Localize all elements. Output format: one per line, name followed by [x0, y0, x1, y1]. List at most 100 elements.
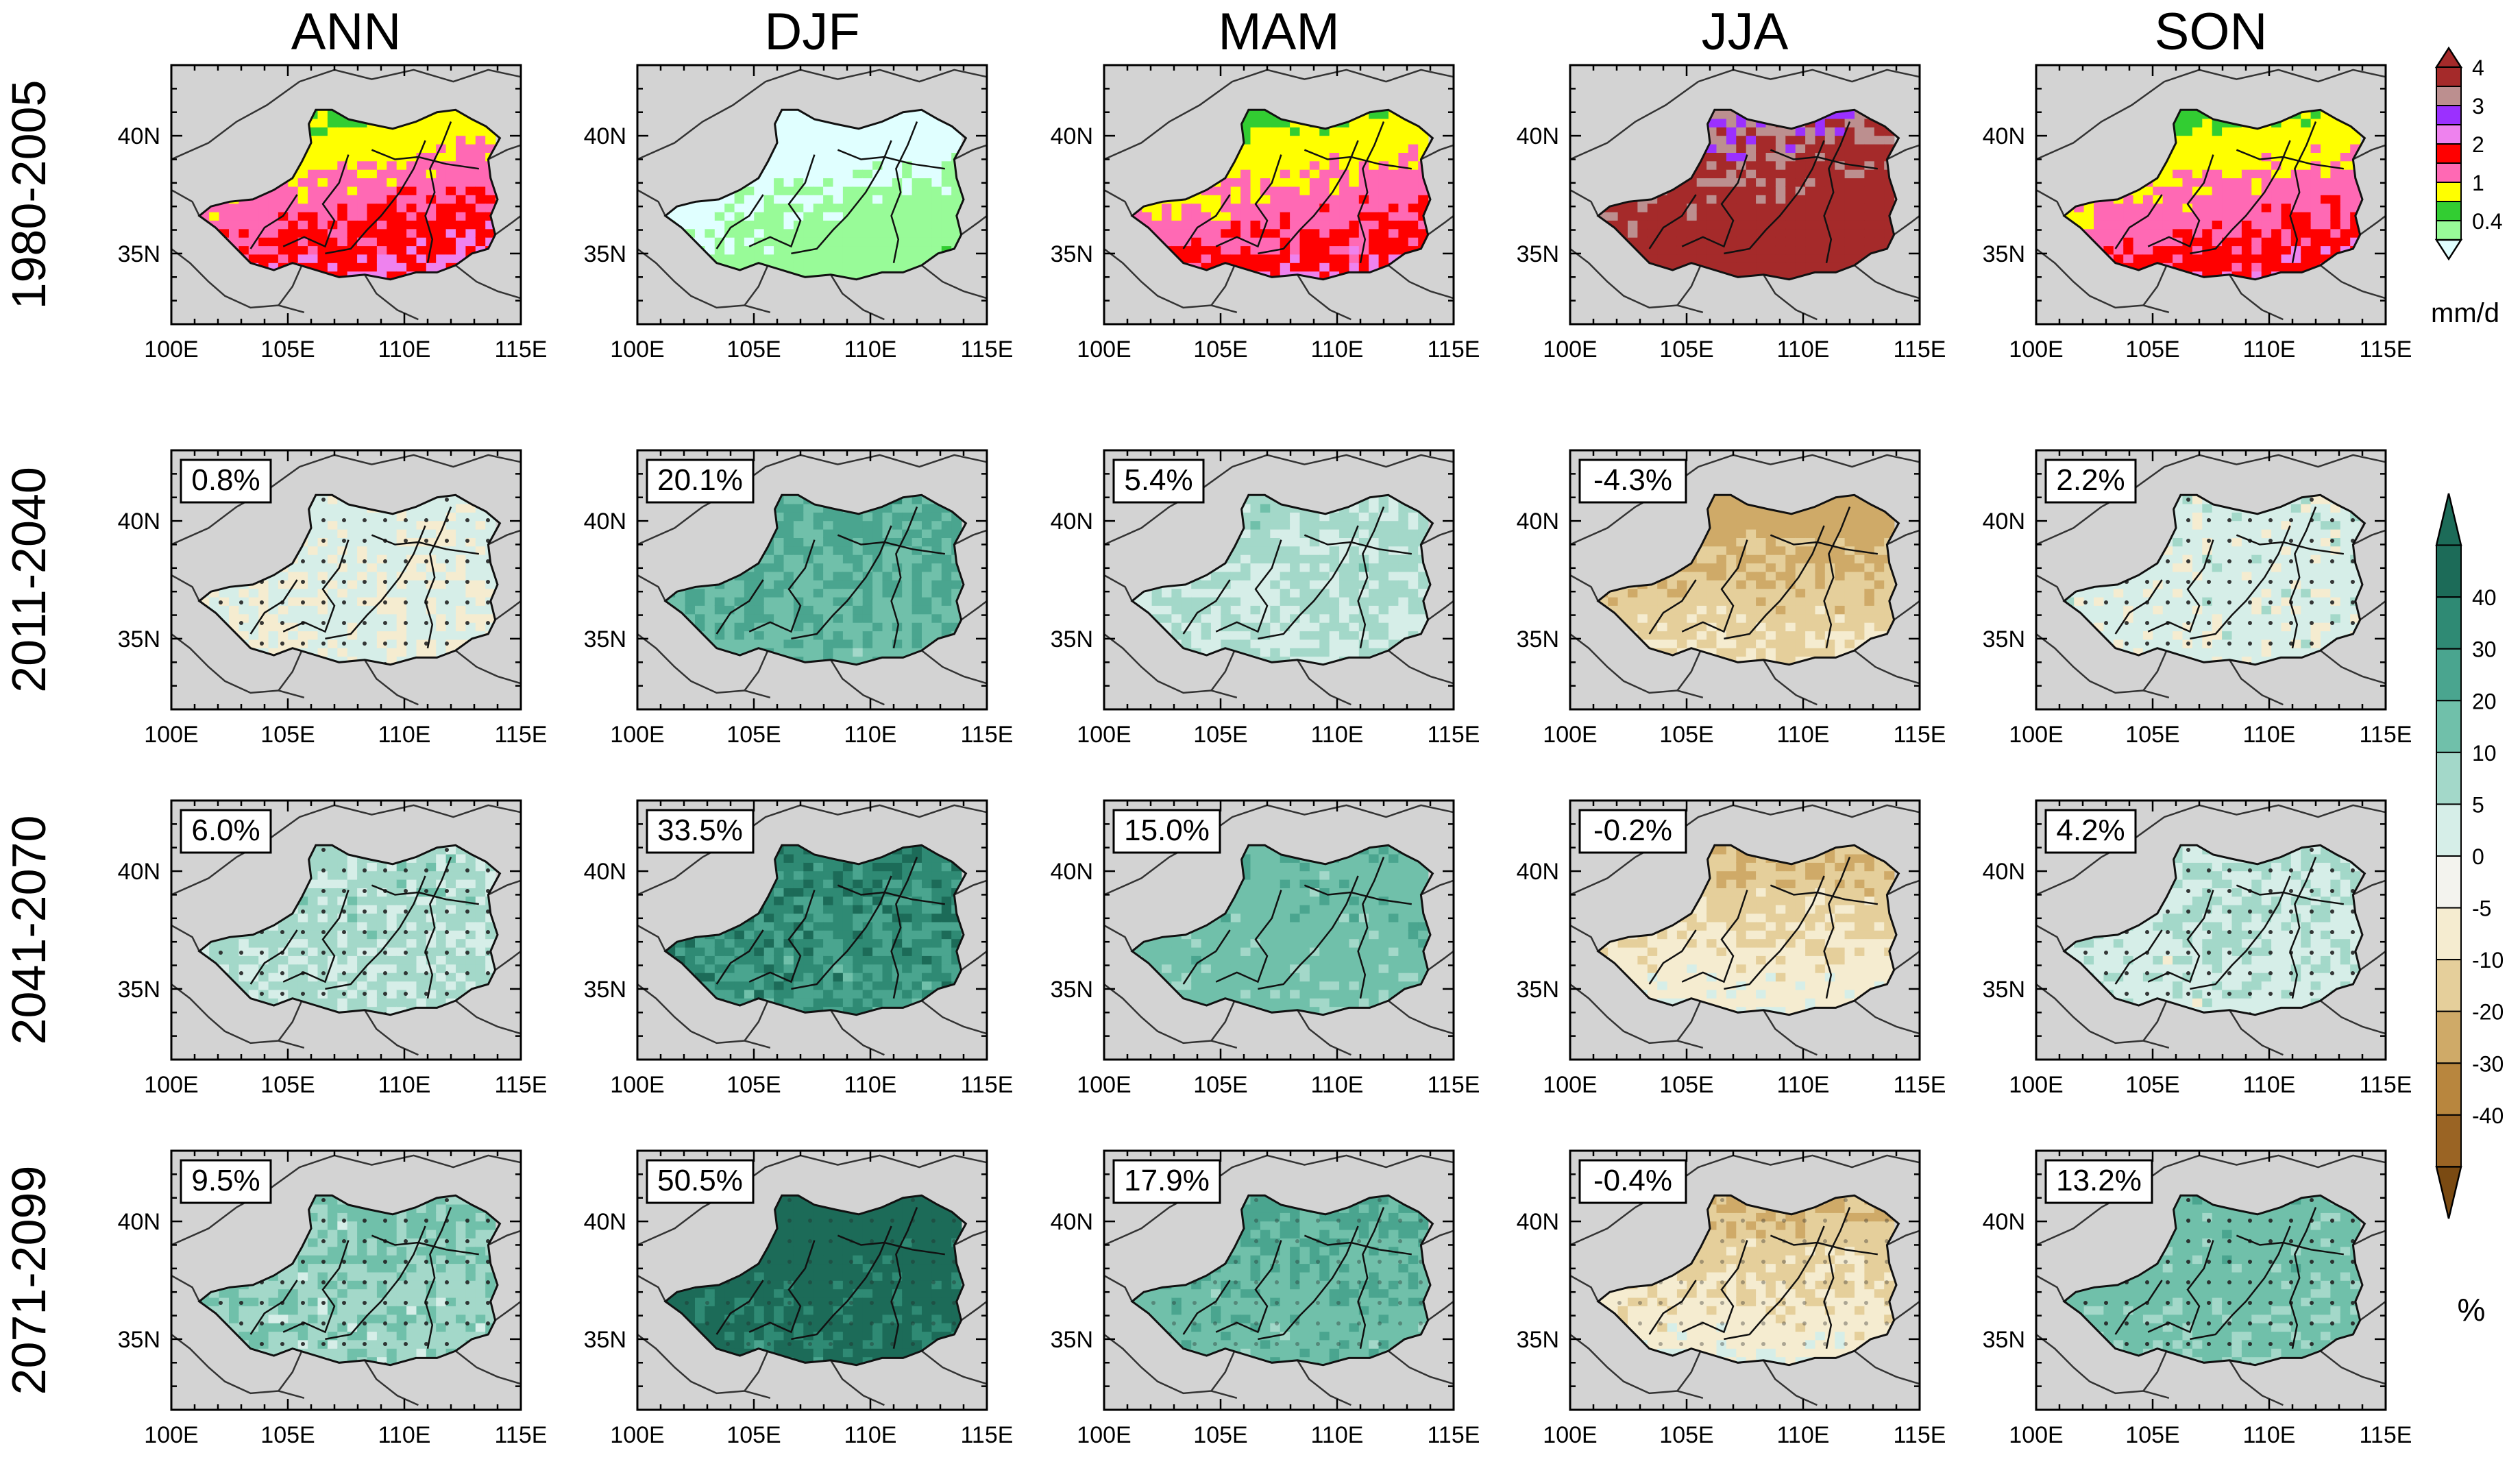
grid-cell [1746, 203, 1757, 212]
grid-cell [744, 588, 755, 598]
grid-cell [1181, 631, 1192, 640]
grid-cell [2182, 118, 2193, 127]
grid-cell [2321, 127, 2332, 136]
x-tick-label: 110E [2243, 337, 2296, 363]
grid-cell [882, 512, 893, 522]
grid-cell [1785, 245, 1796, 255]
grid-cell [1824, 228, 1835, 238]
grid-cell [297, 228, 308, 238]
grid-cell [793, 262, 805, 272]
grid-cell [1319, 160, 1330, 170]
grid-cell [1349, 245, 1360, 255]
grid-cell [882, 622, 893, 632]
grid-cell [1696, 220, 1707, 230]
grid-cell [1329, 639, 1340, 648]
grid-cell [1716, 118, 1727, 127]
grid-cell [308, 169, 319, 179]
grid-cell [406, 262, 417, 272]
row-title-2011-2040: 2011-2040 [2, 467, 56, 693]
grid-cell [1815, 220, 1826, 230]
grid-cell [1775, 254, 1787, 263]
grid-cell [1319, 648, 1330, 657]
grid-cell [1369, 228, 1380, 238]
grid-cell [1299, 546, 1310, 555]
grid-cell [1815, 186, 1826, 195]
grid-cell [1835, 228, 1846, 238]
grid-cell [1358, 520, 1369, 530]
grid-cell [1378, 152, 1389, 162]
grid-cell [813, 211, 824, 221]
grid-cell [347, 245, 358, 255]
grid-cell [862, 596, 873, 606]
grid-cell [1389, 152, 1399, 162]
grid-cell [1736, 118, 1747, 127]
grid-cell [1775, 245, 1787, 255]
x-tick-label: 115E [961, 337, 1014, 363]
grid-cell [1389, 613, 1399, 623]
grid-cell [2301, 195, 2312, 204]
grid-cell [853, 178, 864, 187]
grid-cell [1230, 178, 1241, 187]
grid-cell [1329, 580, 1340, 589]
grid-cell [922, 127, 933, 136]
grid-cell [774, 220, 785, 230]
grid-cell [813, 203, 824, 212]
grid-cell [862, 520, 873, 530]
region-outline [663, 493, 968, 666]
grid-cell [1855, 169, 1865, 179]
grid-cell [813, 186, 824, 195]
grid-cell [1250, 262, 1261, 272]
grid-cell [2290, 228, 2301, 238]
grid-cell [367, 135, 378, 145]
grid-cell [1299, 211, 1310, 221]
grid-cell [1736, 211, 1747, 221]
grid-cell [892, 118, 903, 127]
grid-cell [951, 613, 962, 623]
grid-cell [754, 220, 765, 230]
grid-cell [1319, 596, 1330, 606]
y-tick-label: 35N [1051, 626, 1093, 652]
grid-cell [1339, 596, 1350, 606]
grid-cell [695, 203, 706, 212]
grid-cell [1378, 596, 1389, 606]
grid-cell [1358, 118, 1369, 127]
grid-cell [1785, 262, 1796, 272]
y-tick-label: 40N [118, 123, 160, 149]
grid-cell [823, 262, 834, 272]
grid-cell [1250, 520, 1261, 530]
grid-cell [813, 245, 824, 255]
grid-cell [308, 195, 319, 204]
grid-cell [1835, 245, 1846, 255]
grid-cell [2310, 135, 2321, 145]
grid-cell [1855, 118, 1865, 127]
grid-cell [1280, 580, 1290, 589]
grid-cell [1358, 648, 1369, 657]
change-percent-label: 20.1% [657, 463, 743, 497]
grid-cell [754, 254, 765, 263]
grid-cell [1210, 236, 1222, 247]
grid-cell [1398, 195, 1409, 204]
grid-cell [774, 195, 785, 204]
grid-cell [2173, 211, 2183, 221]
grid-cell [2271, 254, 2282, 263]
grid-cell [1756, 178, 1767, 187]
grid-cell [813, 160, 824, 170]
grid-cell [1309, 127, 1321, 136]
grid-cell [1687, 254, 1698, 263]
grid-cell [1765, 169, 1776, 179]
grid-cell [2340, 220, 2351, 230]
grid-cell [436, 245, 447, 255]
grid-cell [1280, 186, 1290, 195]
grid-cell [833, 186, 844, 195]
grid-cell [268, 228, 279, 238]
grid-cell [2310, 110, 2321, 119]
grid-cell [813, 639, 824, 648]
grid-cell [1151, 220, 1162, 230]
grid-cell [763, 631, 774, 640]
grid-cell [1765, 228, 1776, 238]
grid-cell [941, 195, 952, 204]
grid-cell [793, 537, 805, 547]
grid-cell [1250, 152, 1261, 162]
grid-cell [1824, 135, 1835, 145]
